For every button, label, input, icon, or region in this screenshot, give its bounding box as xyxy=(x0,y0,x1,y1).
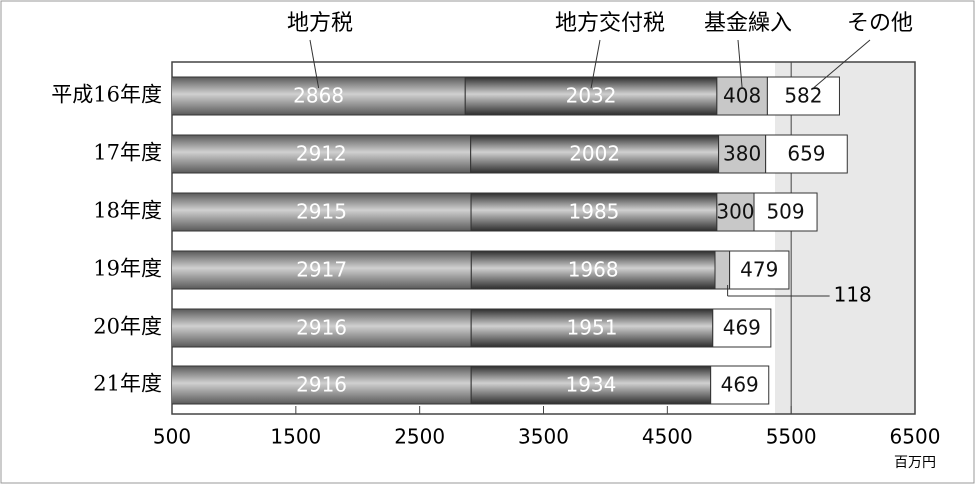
bar-segment xyxy=(718,134,767,174)
value-label: 469 xyxy=(723,316,761,340)
value-label: 2915 xyxy=(296,200,347,224)
value-label: 2916 xyxy=(296,373,347,397)
value-label: 2912 xyxy=(296,142,347,166)
value-label: 2002 xyxy=(569,142,620,166)
bar-segment xyxy=(470,192,718,232)
y-tick-label: 17年度 xyxy=(93,141,162,165)
bar-segment xyxy=(172,250,472,290)
legend-leader xyxy=(813,39,871,89)
value-label: 1934 xyxy=(565,373,616,397)
value-label: 2916 xyxy=(296,316,347,340)
legend-label: 地方税 xyxy=(287,11,353,36)
bar-segment xyxy=(714,250,731,290)
bar-segment xyxy=(172,308,472,348)
x-tick-label: 2500 xyxy=(394,425,445,449)
bar-segment xyxy=(710,365,770,405)
bar-segment xyxy=(766,76,840,116)
legend-leader xyxy=(309,39,320,89)
bar-segment xyxy=(470,365,712,405)
bar-segment xyxy=(470,134,720,174)
bar-segment xyxy=(753,192,818,232)
y-tick-label: 平成16年度 xyxy=(51,83,162,107)
value-label: 1968 xyxy=(568,258,619,282)
value-label: 380 xyxy=(723,142,761,166)
bars xyxy=(172,76,848,405)
bar-segment xyxy=(172,134,472,174)
x-unit: 百万円 xyxy=(894,455,936,471)
value-label: 1985 xyxy=(569,200,620,224)
y-tick-label: 19年度 xyxy=(93,257,162,281)
bar-segment xyxy=(765,134,848,174)
legend-leader xyxy=(590,39,601,89)
x-tick-label: 6500 xyxy=(890,425,941,449)
value-label: 1951 xyxy=(567,316,618,340)
legend-label: 基金繰入 xyxy=(704,11,792,36)
value-label: 469 xyxy=(721,373,759,397)
bar-segment xyxy=(172,365,472,405)
value-label: 582 xyxy=(784,84,822,108)
bar-segment xyxy=(716,192,755,232)
value-label: 300 xyxy=(716,200,754,224)
x-tick-label: 5500 xyxy=(766,425,817,449)
bar-segment xyxy=(464,76,718,116)
value-label: 659 xyxy=(787,142,825,166)
x-tick-label: 3500 xyxy=(518,425,569,449)
legend-label: 地方交付税 xyxy=(555,11,665,36)
bar-segment xyxy=(470,308,714,348)
bar-segment xyxy=(712,308,772,348)
y-tick-label: 21年度 xyxy=(93,372,162,396)
bar-segment xyxy=(729,250,790,290)
x-tick-label: 4500 xyxy=(642,425,693,449)
bar-segment xyxy=(172,76,466,116)
legend-label: その他 xyxy=(847,11,913,36)
plot-shade xyxy=(775,62,915,414)
bar-segment xyxy=(470,250,716,290)
legend-leader xyxy=(737,39,743,89)
x-tick-label: 1500 xyxy=(270,425,321,449)
value-label: 509 xyxy=(766,200,804,224)
x-tick-label: 500 xyxy=(153,425,191,449)
bar-segment xyxy=(172,192,472,232)
value-label: 479 xyxy=(740,258,778,282)
value-label: 118 xyxy=(834,283,872,307)
y-tick-label: 18年度 xyxy=(93,199,162,223)
y-tick-label: 20年度 xyxy=(93,315,162,339)
value-label: 2917 xyxy=(296,258,347,282)
